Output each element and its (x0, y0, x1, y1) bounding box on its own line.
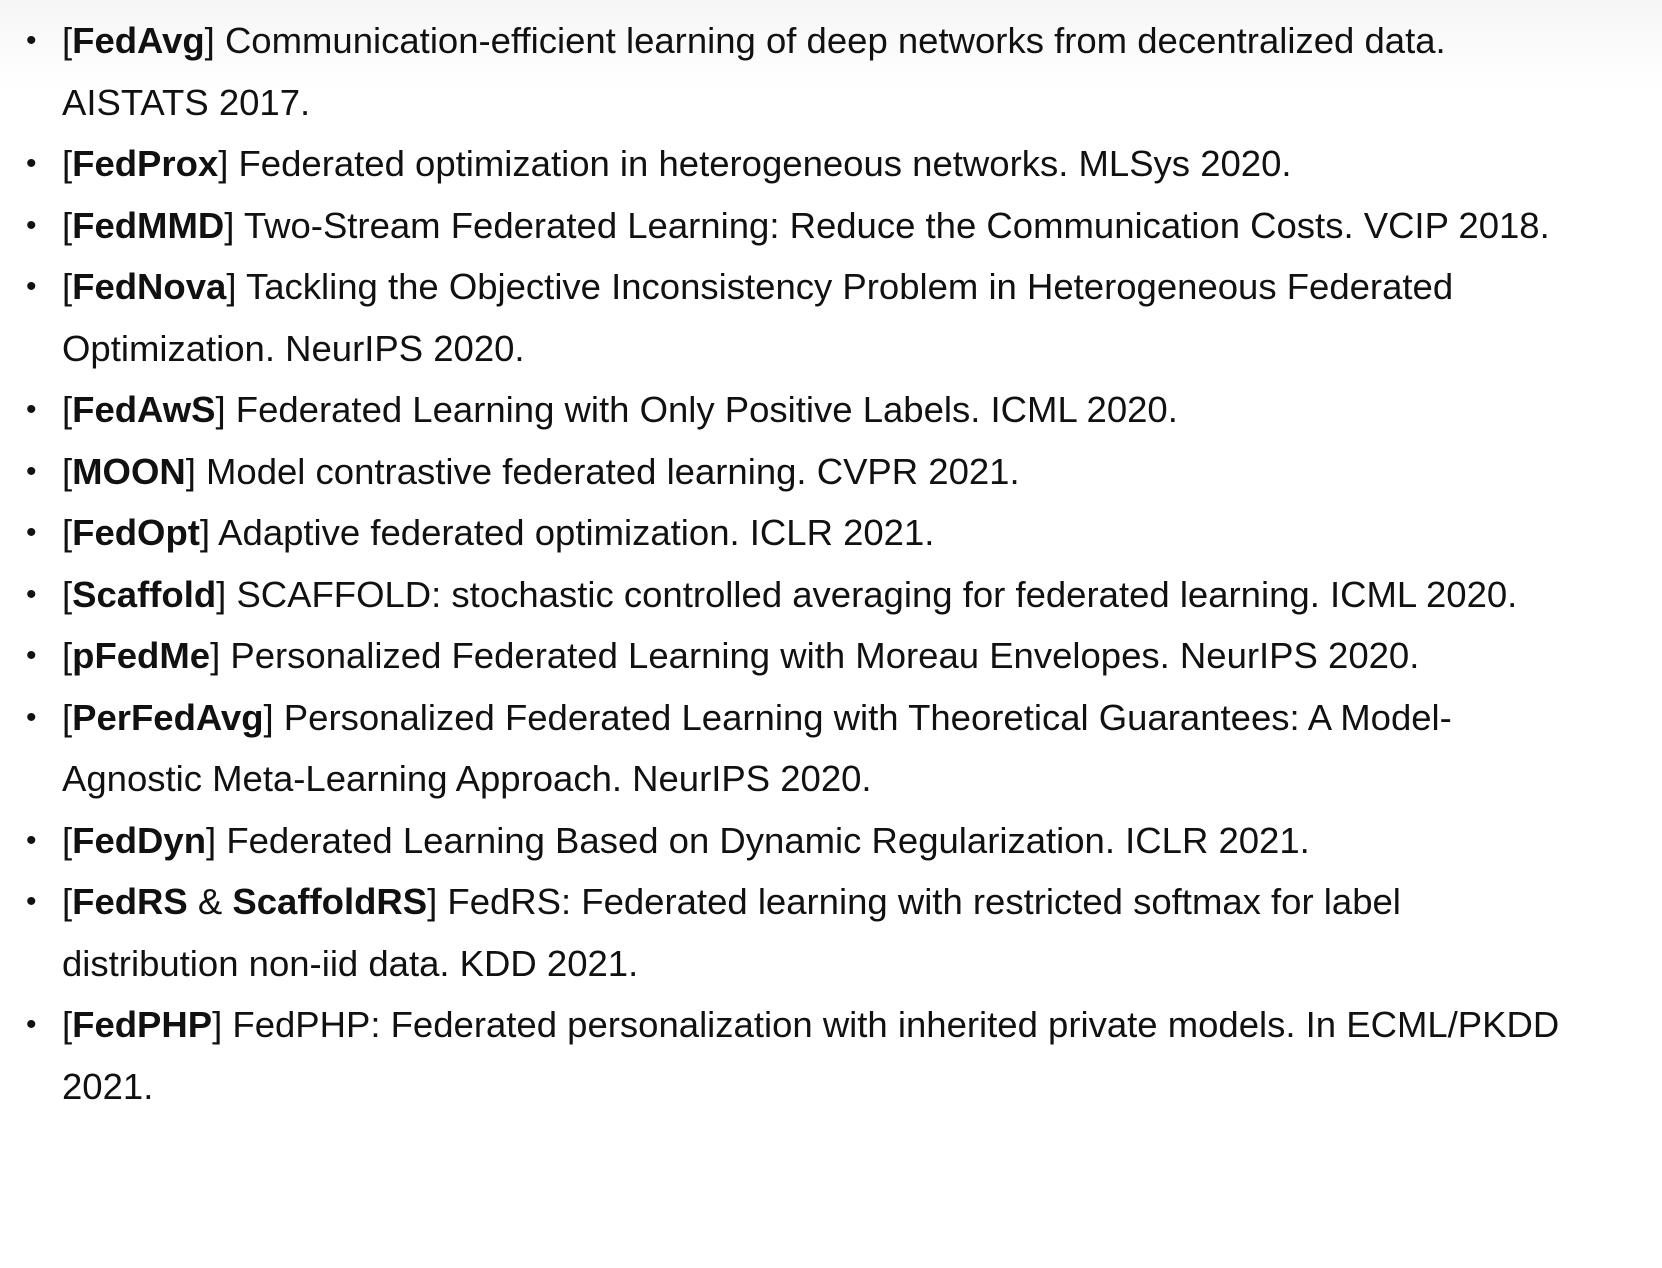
reference-text: Federated optimization in heterogeneous … (238, 143, 1292, 184)
reference-key: FedMMD (72, 204, 225, 246)
top-shade (0, 0, 1662, 90)
reference-key: FedProx (72, 143, 219, 184)
reference-item: • [FedOpt] Adaptive federated optimizatio… (0, 502, 1662, 564)
reference-item: • [FedRS & ScaffoldRS] FedRS: Federated l… (0, 871, 1662, 994)
bullet-icon: • (26, 393, 37, 426)
reference-key: MOON (72, 450, 186, 492)
bullet-icon: • (26, 577, 37, 611)
reference-text: Two-Stream Federated Learning: Reduce th… (243, 204, 1550, 246)
bullet-icon: • (26, 454, 37, 488)
reference-text: FedPHP: Federated personalization with i… (62, 1004, 1560, 1107)
reference-item: • [FedDyn] Federated Learning Based on Dy… (0, 810, 1662, 872)
reference-key: FedRS (72, 881, 188, 922)
reference-item: • [FedProx] Federated optimization in het… (0, 133, 1662, 195)
reference-key: FedPHP (72, 1004, 213, 1045)
reference-item: • [pFedMe] Personalized Federated Learnin… (0, 625, 1662, 687)
reference-text: Federated Learning with Only Positive La… (235, 389, 1178, 430)
reference-item: • [FedNova] Tackling the Objective Incons… (0, 256, 1662, 379)
bullet-icon: • (26, 700, 37, 734)
reference-key: FedOpt (72, 512, 200, 553)
reference-item: • [MOON] Model contrastive federated lear… (0, 441, 1662, 503)
bullet-icon: • (26, 208, 37, 242)
reference-key: FedAvg (72, 20, 205, 61)
reference-key-joiner: & (187, 881, 233, 922)
reference-key: ScaffoldRS (232, 881, 428, 922)
reference-key: FedAwS (72, 389, 216, 430)
reference-item: • [FedAvg] Communication-efficient learni… (0, 10, 1662, 133)
reference-item: • [Scaffold] SCAFFOLD: stochastic control… (0, 564, 1662, 626)
reference-text: Personalized Federated Learning with Mor… (230, 635, 1420, 676)
reference-text: Adaptive federated optimization. ICLR 20… (218, 512, 935, 553)
bullet-icon: • (26, 147, 37, 180)
reference-text: FedRS: Federated learning with restricte… (62, 881, 1401, 984)
reference-text: Personalized Federated Learning with The… (62, 696, 1452, 800)
bullet-icon: • (26, 270, 37, 303)
reference-item: • [FedPHP] FedPHP: Federated personalizat… (0, 994, 1662, 1117)
reference-text: SCAFFOLD: stochastic controlled averagin… (236, 573, 1518, 615)
reference-item: • [FedAwS] Federated Learning with Only P… (0, 379, 1662, 441)
reference-item: • [PerFedAvg] Personalized Federated Lear… (0, 687, 1662, 810)
reference-key: FedNova (72, 266, 227, 307)
reference-key: FedDyn (72, 819, 207, 861)
bullet-icon: • (26, 885, 37, 918)
reference-text: Communication-efficient learning of deep… (62, 20, 1446, 123)
reference-key: PerFedAvg (72, 696, 264, 738)
reference-key: pFedMe (72, 635, 211, 676)
bullet-icon: • (26, 24, 37, 57)
bullet-icon: • (26, 639, 37, 672)
bullet-icon: • (26, 823, 37, 857)
reference-item: • [FedMMD] Two-Stream Federated Learning:… (0, 195, 1662, 257)
reference-text: Tackling the Objective Inconsistency Pro… (62, 266, 1454, 369)
reference-text: Federated Learning Based on Dynamic Regu… (226, 819, 1310, 861)
bullet-icon: • (26, 1008, 37, 1041)
bullet-icon: • (26, 516, 37, 549)
reference-list: • [FedAvg] Communication-efficient learni… (0, 10, 1662, 1117)
reference-text: Model contrastive federated learning. CV… (206, 450, 1020, 492)
reference-key: Scaffold (72, 573, 217, 615)
